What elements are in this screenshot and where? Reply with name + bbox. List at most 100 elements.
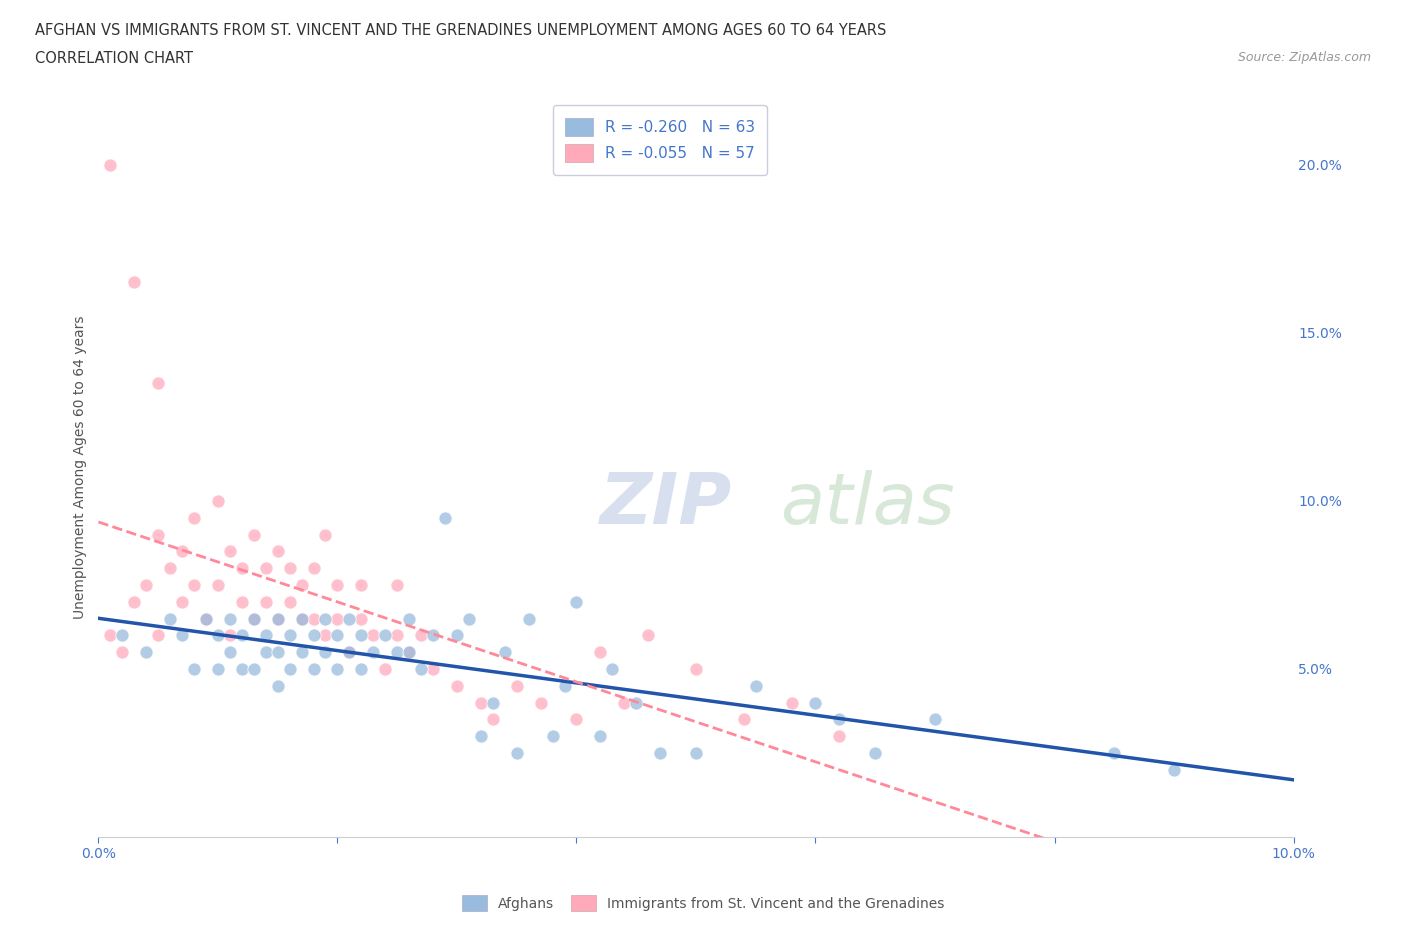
Point: [243, 611, 266, 626]
Point: [626, 695, 648, 710]
Point: [446, 628, 468, 643]
Point: [422, 628, 444, 643]
Point: [254, 644, 277, 659]
Point: [254, 628, 277, 643]
Point: [219, 544, 242, 559]
Point: [411, 661, 433, 676]
Point: [470, 695, 492, 710]
Point: [374, 628, 396, 643]
Point: [291, 611, 314, 626]
Point: [398, 644, 420, 659]
Point: [326, 628, 349, 643]
Point: [267, 678, 290, 693]
Point: [363, 644, 385, 659]
Point: [183, 511, 205, 525]
Point: [589, 729, 612, 744]
Point: [529, 695, 551, 710]
Y-axis label: Unemployment Among Ages 60 to 64 years: Unemployment Among Ages 60 to 64 years: [73, 315, 87, 619]
Point: [183, 661, 205, 676]
Point: [613, 695, 636, 710]
Point: [506, 746, 529, 761]
Point: [422, 661, 444, 676]
Point: [207, 494, 229, 509]
Point: [124, 594, 146, 609]
Point: [124, 275, 146, 290]
Point: [350, 628, 373, 643]
Text: atlas: atlas: [779, 470, 955, 538]
Point: [506, 678, 529, 693]
Point: [339, 644, 360, 659]
Point: [207, 661, 229, 676]
Point: [254, 561, 277, 576]
Point: [267, 544, 290, 559]
Point: [172, 544, 194, 559]
Point: [148, 376, 170, 391]
Point: [219, 628, 242, 643]
Point: [1163, 763, 1185, 777]
Point: [302, 611, 325, 626]
Point: [685, 746, 707, 761]
Point: [458, 611, 481, 626]
Point: [733, 712, 755, 727]
Point: [481, 695, 505, 710]
Point: [243, 661, 266, 676]
Point: [243, 527, 266, 542]
Point: [565, 712, 588, 727]
Point: [434, 511, 457, 525]
Legend: Afghans, Immigrants from St. Vincent and the Grenadines: Afghans, Immigrants from St. Vincent and…: [456, 887, 950, 919]
Point: [541, 729, 564, 744]
Text: AFGHAN VS IMMIGRANTS FROM ST. VINCENT AND THE GRENADINES UNEMPLOYMENT AMONG AGES: AFGHAN VS IMMIGRANTS FROM ST. VINCENT AN…: [35, 23, 887, 38]
Point: [195, 611, 218, 626]
Point: [231, 594, 253, 609]
Point: [159, 611, 181, 626]
Point: [219, 611, 242, 626]
Point: [517, 611, 540, 626]
Point: [385, 644, 409, 659]
Point: [865, 746, 887, 761]
Point: [804, 695, 827, 710]
Point: [278, 661, 301, 676]
Point: [637, 628, 659, 643]
Point: [172, 628, 194, 643]
Point: [254, 594, 277, 609]
Point: [385, 628, 409, 643]
Point: [685, 661, 707, 676]
Point: [339, 644, 360, 659]
Point: [494, 644, 516, 659]
Point: [350, 611, 373, 626]
Point: [148, 527, 170, 542]
Point: [100, 157, 122, 172]
Point: [315, 644, 337, 659]
Point: [363, 628, 385, 643]
Point: [326, 661, 349, 676]
Point: [302, 628, 325, 643]
Point: [565, 594, 588, 609]
Text: Source: ZipAtlas.com: Source: ZipAtlas.com: [1237, 51, 1371, 64]
Point: [398, 611, 420, 626]
Point: [339, 611, 360, 626]
Point: [589, 644, 612, 659]
Point: [267, 611, 290, 626]
Point: [135, 644, 157, 659]
Point: [183, 578, 205, 592]
Text: ZIP: ZIP: [600, 470, 733, 538]
Point: [111, 628, 134, 643]
Point: [745, 678, 768, 693]
Point: [780, 695, 803, 710]
Point: [828, 712, 851, 727]
Point: [315, 628, 337, 643]
Point: [231, 628, 253, 643]
Point: [172, 594, 194, 609]
Point: [481, 712, 505, 727]
Point: [267, 611, 290, 626]
Point: [650, 746, 672, 761]
Point: [135, 578, 157, 592]
Point: [315, 611, 337, 626]
Point: [924, 712, 946, 727]
Point: [291, 644, 314, 659]
Point: [291, 611, 314, 626]
Point: [291, 578, 314, 592]
Point: [602, 661, 624, 676]
Point: [267, 644, 290, 659]
Point: [446, 678, 468, 693]
